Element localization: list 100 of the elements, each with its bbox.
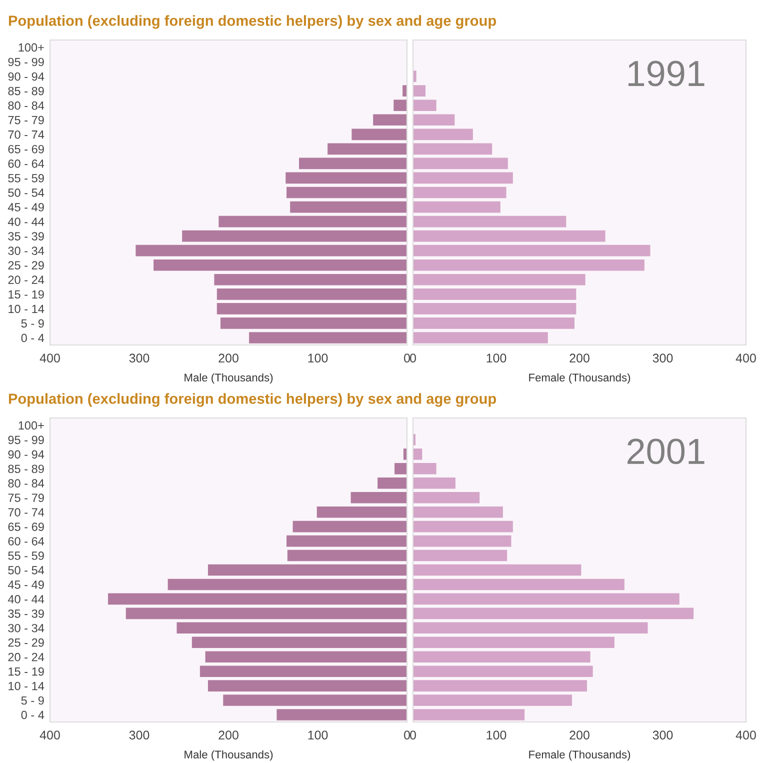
bar [413,288,576,300]
bar [413,332,548,344]
y-tick-label: 50 - 54 [8,566,44,574]
x-tick-label: 0 [410,354,416,363]
y-tick-label: 55 - 59 [8,552,44,560]
bar [299,158,407,170]
bar [126,608,407,620]
x-tick-label: 200 [570,730,590,740]
x-tick-label: 0 [404,354,410,363]
bar [413,158,508,170]
bar [286,172,407,184]
bar [276,709,407,720]
x-tick-label: 300 [129,354,150,363]
x-axis-title: Male (Thousands) [184,373,273,384]
y-tick-label: 65 - 69 [8,522,44,531]
bar [413,100,436,112]
y-tick-label: 25 - 29 [8,638,44,647]
bar [413,578,624,590]
bar [205,651,407,663]
bar [214,274,407,286]
chart-title: Population (excluding foreign domestic helpers) by sex and age group [8,15,496,29]
bar [413,186,506,198]
bar [413,694,572,706]
bar [316,506,407,518]
bar [413,303,576,314]
x-axis-title: Female (Thousands) [529,750,630,761]
bar [373,114,407,126]
bar [413,318,575,329]
x-tick-label: 400 [736,730,756,740]
y-tick-label: 75 - 79 [8,494,44,502]
y-tick-label: 5 - 9 [21,319,44,328]
x-axis-title: Female (Thousands) [529,373,630,384]
x-tick-label: 400 [40,730,60,740]
y-tick-label: 35 - 39 [8,609,44,618]
y-tick-label: 95 - 99 [8,58,44,66]
bar [413,448,422,460]
bar [413,492,480,504]
y-tick-label: 65 - 69 [8,144,44,154]
y-tick-label: 15 - 19 [8,290,44,299]
x-tick-label: 300 [129,730,150,740]
bar [394,100,407,112]
y-tick-label: 25 - 29 [8,261,44,270]
y-tick-label: 20 - 24 [8,652,44,662]
bar [286,186,407,198]
bar [394,463,407,474]
y-tick-label: 50 - 54 [8,188,44,197]
bar [413,680,587,692]
y-tick-label: 45 - 49 [8,580,44,589]
y-tick-label: 75 - 79 [8,116,44,124]
bar [413,114,455,126]
bar [413,506,503,518]
x-tick-label: 200 [570,354,590,363]
y-tick-label: 85 - 89 [8,464,44,474]
y-tick-label: 5 - 9 [21,696,44,705]
y-tick-label: 100+ [18,421,44,430]
x-tick-label: 100 [308,354,328,363]
y-tick-label: 20 - 24 [8,276,44,284]
bar [200,666,407,677]
y-tick-label: 30 - 34 [8,246,44,255]
bar [413,143,492,155]
bar [413,172,513,184]
y-tick-label: 85 - 89 [8,86,44,96]
bar [208,680,407,692]
bar [176,622,407,634]
y-tick-label: 90 - 94 [8,72,44,81]
annotation: 2001 [628,438,704,464]
y-tick-label: 40 - 44 [8,594,44,604]
bar [108,593,407,605]
x-tick-label: 100 [308,730,328,740]
bar [223,694,407,706]
x-tick-label: 100 [486,354,506,363]
bar [413,463,436,474]
bar [413,201,500,213]
y-tick-label: 95 - 99 [8,436,44,444]
y-tick-label: 60 - 64 [8,537,44,546]
x-tick-label: 0 [404,730,410,740]
y-tick-label: 60 - 64 [8,159,44,168]
annotation: 1991 [628,60,704,86]
bar [413,636,614,648]
bar [413,128,473,140]
bar [402,85,407,96]
x-axis-title: Male (Thousands) [184,750,273,761]
bar [136,244,407,256]
bar [292,520,407,532]
bar [328,143,407,155]
chart-title: Population (excluding foreign domestic helpers) by sex and age group [8,393,496,407]
bar [290,201,407,213]
y-tick-label: 80 - 84 [8,101,44,110]
bar [413,622,648,634]
bar [413,216,566,228]
y-tick-label: 90 - 94 [8,450,44,459]
x-tick-label: 400 [736,354,756,363]
bar [413,477,456,489]
bar [182,230,407,242]
bar [220,318,407,329]
bar [208,564,407,576]
bar [413,608,694,620]
bar [413,535,512,547]
bar [413,564,582,576]
x-tick-label: 200 [218,730,238,740]
